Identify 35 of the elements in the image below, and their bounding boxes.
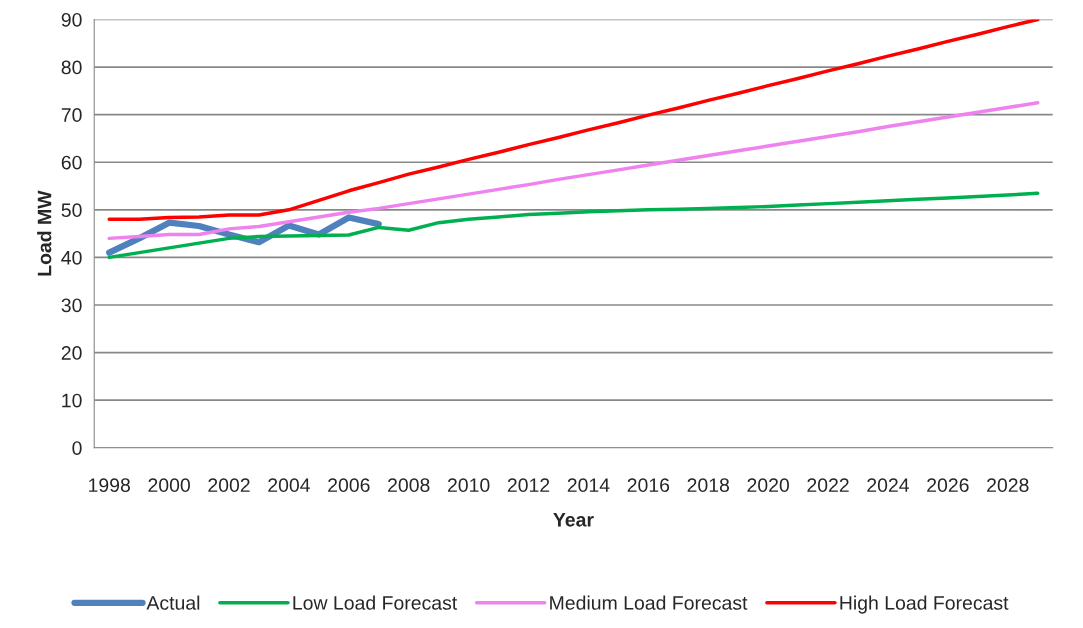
y-tick-label: 40 (61, 250, 82, 265)
x-tick-label: 2026 (927, 478, 969, 493)
x-tick-label: 2014 (567, 478, 610, 493)
legend-label: Low Load Forecast (293, 595, 458, 610)
y-tick-label: 80 (61, 60, 82, 75)
legend-label: Medium Load Forecast (550, 595, 748, 610)
x-tick-label: 2016 (627, 478, 670, 493)
y-tick-label: 60 (61, 155, 82, 170)
x-tick-label: 2010 (447, 478, 490, 493)
x-tick-label: 2000 (148, 478, 190, 493)
line-series (107, 191, 1040, 260)
x-tick-label: 2022 (807, 478, 849, 493)
legend-label: High Load Forecast (840, 595, 1009, 614)
x-tick-label: 2002 (208, 478, 250, 493)
x-tick-label: 2012 (507, 478, 550, 493)
y-tick-label: 20 (61, 346, 82, 360)
y-axis-title: Load MW (37, 190, 52, 276)
y-tick-label: 0 (72, 441, 82, 455)
y-tick-label: 90 (61, 12, 82, 27)
x-tick-label: 2024 (867, 478, 909, 493)
x-tick-label: 2018 (687, 478, 730, 493)
x-axis-title: Year (553, 513, 594, 527)
y-tick-label: 50 (61, 203, 82, 218)
x-tick-label: 2004 (268, 478, 310, 493)
x-tick-label: 2028 (987, 478, 1029, 493)
x-tick-label: 2020 (747, 478, 789, 493)
y-tick-label: 10 (62, 393, 82, 408)
line-series (107, 19, 1040, 222)
x-tick-label: 2008 (388, 478, 430, 493)
legend-label: Actual (146, 595, 200, 610)
x-tick-label: 1998 (89, 478, 130, 493)
x-tick-label: 2006 (328, 478, 370, 493)
y-tick-label: 30 (61, 298, 82, 313)
y-tick-label: 70 (61, 108, 82, 122)
line-series (107, 101, 1040, 241)
